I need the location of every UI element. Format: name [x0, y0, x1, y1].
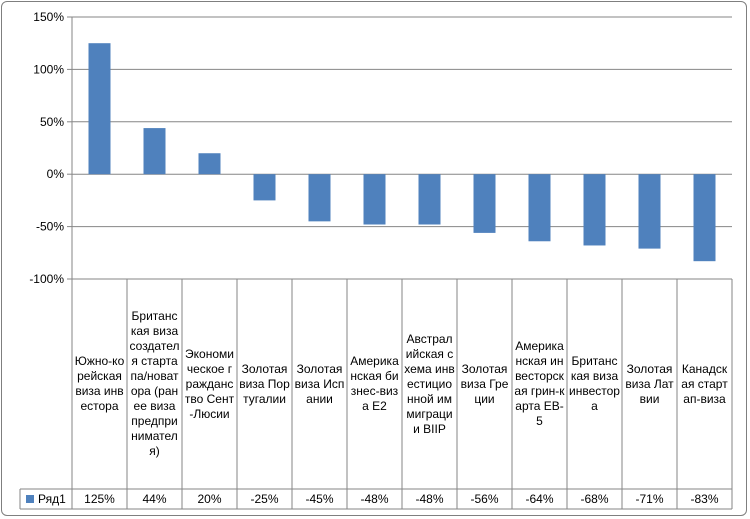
data-label: 44% [142, 492, 167, 506]
data-label: -64% [525, 492, 554, 506]
category-label: Британская виза инвестора [569, 354, 620, 413]
y-tick-label: -50% [36, 220, 64, 234]
y-tick-label: 50% [40, 115, 64, 129]
y-tick-label: -100% [29, 272, 64, 286]
category-label: Британская виза создателя стартапа/новат… [129, 309, 180, 458]
legend-label: Ряд1 [38, 492, 66, 506]
category-label: Канадская стартап-виза [681, 361, 728, 406]
data-label: -25% [250, 492, 279, 506]
legend-swatch [26, 495, 34, 503]
data-label: -56% [470, 492, 499, 506]
category-label: Американская бизнес-виза Е2 [350, 354, 399, 413]
bar [363, 174, 386, 225]
category-label: Золотая виза Испании [294, 361, 345, 406]
bar [693, 174, 716, 262]
category-label: Золотая виза Португалии [239, 361, 290, 406]
data-label: -68% [580, 492, 609, 506]
bar [143, 128, 166, 175]
data-label: 20% [197, 492, 222, 506]
y-tick-label: 0% [47, 167, 65, 181]
bar [198, 153, 221, 175]
bar [638, 174, 661, 249]
data-label: -71% [635, 492, 664, 506]
bar [473, 174, 496, 233]
category-label: Экономическое гражданство Сент-Люсии [184, 346, 235, 421]
data-label: -45% [305, 492, 334, 506]
data-label: -48% [415, 492, 444, 506]
bar [528, 174, 551, 242]
bar [253, 174, 276, 201]
legend-entry: Ряд1 [20, 489, 72, 509]
y-tick-label: 100% [33, 62, 64, 76]
category-label: Золотая виза Латвии [625, 361, 674, 406]
category-label: Американская инвесторская грин-карта EB-… [514, 339, 565, 428]
data-label: -48% [360, 492, 389, 506]
category-label: Южно-корейская виза инвестора [74, 354, 125, 413]
category-label: Австралийская схема инвестиционной иммиг… [404, 331, 455, 436]
category-label: Золотая виза Греции [460, 361, 509, 406]
bar [418, 174, 441, 225]
bar [583, 174, 606, 246]
data-label: 125% [84, 492, 115, 506]
bar [308, 174, 331, 222]
data-label: -83% [690, 492, 719, 506]
y-tick-label: 150% [33, 10, 64, 24]
bar [88, 43, 111, 175]
